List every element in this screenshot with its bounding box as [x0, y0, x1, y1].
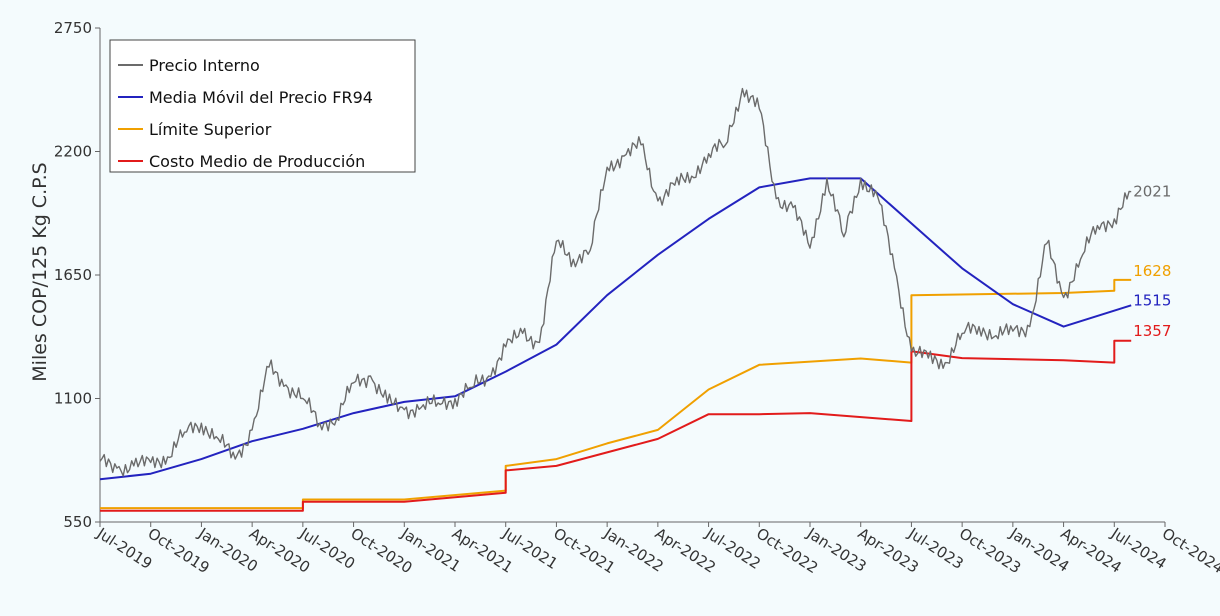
plot-area: [99, 87, 1132, 512]
y-tick-label: 2200: [54, 143, 92, 161]
end-labels: 1628 1357 1515 2021: [1133, 183, 1171, 340]
legend-label-3: Costo Medio de Producción: [149, 152, 365, 171]
series-line-1: [99, 177, 1132, 481]
series-end-label-2: 1628: [1133, 262, 1171, 280]
series-line-0: [99, 87, 1132, 477]
legend-label-1: Media Móvil del Precio FR94: [149, 88, 373, 107]
series-end-label-3: 1357: [1133, 322, 1171, 340]
y-tick-label: 1100: [54, 390, 92, 408]
legend-box: [109, 39, 416, 173]
series-end-label-0: 2021: [1133, 183, 1171, 201]
legend-label-2: Límite Superior: [149, 120, 272, 139]
series-line-3: [100, 339, 1132, 512]
legend: Precio Interno Media Móvil del Precio FR9…: [109, 39, 416, 173]
y-tick-label: 1650: [54, 266, 92, 284]
legend-label-0: Precio Interno: [149, 56, 260, 75]
y-axis-title: Miles COP/125 Kg C.P.S: [29, 162, 51, 381]
series-line-2: [100, 278, 1132, 510]
series-end-label-1: 1515: [1133, 291, 1171, 309]
y-tick-label: 550: [63, 513, 92, 531]
y-tick-label: 2750: [54, 19, 92, 37]
